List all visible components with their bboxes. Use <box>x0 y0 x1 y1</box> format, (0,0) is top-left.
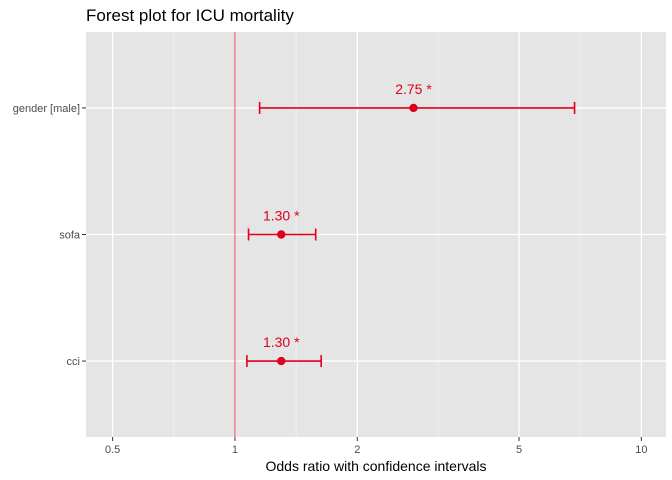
x-axis-title: Odds ratio with confidence intervals <box>266 458 487 474</box>
estimate-point <box>409 103 418 113</box>
estimate-label: 1.30 * <box>263 334 300 350</box>
estimate-label: 1.30 * <box>263 208 300 224</box>
estimate-marks: 2.75 * 1.30 * 1.30 * <box>246 81 576 368</box>
y-tick-label: cci <box>67 356 80 368</box>
estimate-point <box>277 356 286 366</box>
x-tick-label: 5 <box>516 444 522 456</box>
y-tick-label: sofa <box>59 230 81 242</box>
x-tick-label: 10 <box>635 444 647 456</box>
estimate-label: 2.75 * <box>395 81 432 97</box>
y-tick-label: gender [male] <box>13 103 80 115</box>
x-tick-label: 0.5 <box>105 444 120 456</box>
x-tick-label: 1 <box>232 444 238 456</box>
x-tick-label: 2 <box>354 444 360 456</box>
chart-title: Forest plot for ICU mortality <box>86 6 294 25</box>
x-axis: 0.5 1 2 5 10 <box>105 437 647 456</box>
y-axis: gender [male] sofa cci <box>13 103 86 368</box>
estimate-point <box>277 230 286 239</box>
